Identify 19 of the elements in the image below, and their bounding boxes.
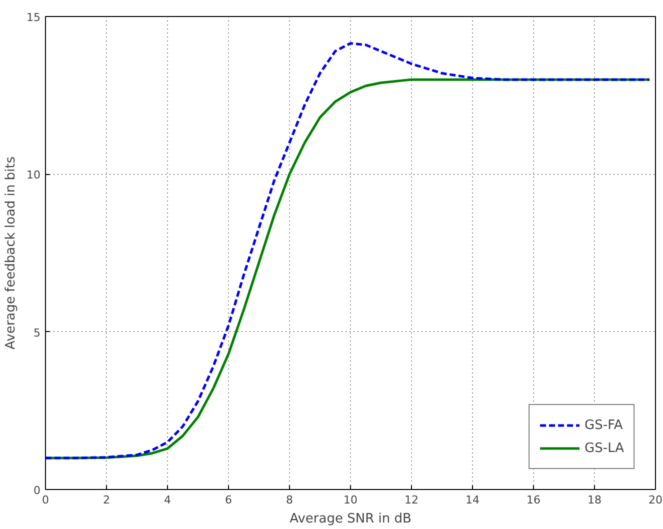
x-tick-label: 2	[103, 494, 110, 506]
x-tick-label: 20	[648, 494, 662, 506]
x-tick-label: 0	[42, 494, 49, 506]
legend-label: GS-LA	[584, 440, 624, 456]
y-tick-label: 10	[26, 168, 41, 182]
legend-label: GS-FA	[584, 418, 623, 432]
y-tick-label: 15	[26, 11, 41, 24]
x-tick-label: 12	[404, 494, 418, 506]
x-tick-label: 14	[466, 494, 480, 506]
x-axis-title: Average SNR in dB	[290, 512, 412, 526]
y-tick-label: 0	[34, 484, 40, 497]
y-axis-title: Average feedback load in bits	[4, 156, 19, 350]
x-tick-label: 6	[225, 494, 232, 506]
x-tick-label: 8	[286, 494, 293, 506]
x-tick-label: 4	[164, 494, 171, 506]
x-tick-label: 10	[344, 494, 358, 506]
x-tick-label: 16	[526, 494, 540, 506]
y-tick-label: 5	[34, 326, 40, 340]
x-tick-label: 18	[588, 494, 602, 506]
